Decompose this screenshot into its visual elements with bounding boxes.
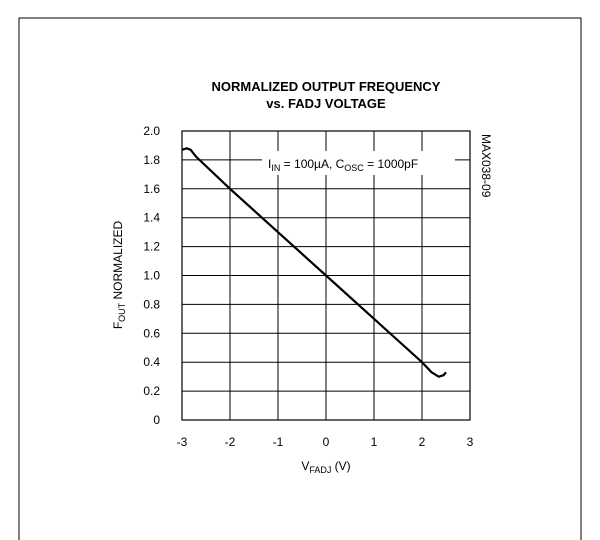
y-tick-label: 1.2 (143, 240, 160, 254)
y-tick-label: 2.0 (143, 124, 160, 138)
y-tick-label: 0.2 (143, 384, 160, 398)
y-tick-label: 0.4 (143, 355, 160, 369)
x-tick-label: 0 (323, 435, 330, 449)
x-tick-label: 3 (467, 435, 474, 449)
y-tick-label: 1.4 (143, 211, 160, 225)
y-tick-label: 1.0 (143, 269, 160, 283)
frame (18, 17, 582, 540)
chart-title: vs. FADJ VOLTAGE (266, 96, 386, 111)
y-tick-label: 0 (153, 413, 160, 427)
x-axis-label: VFADJ (V) (301, 459, 350, 475)
annotation-bg (262, 151, 455, 175)
x-tick-label: -1 (273, 435, 284, 449)
plot-border (181, 130, 471, 421)
y-tick-label: 0.6 (143, 326, 160, 340)
y-tick-label: 1.6 (143, 182, 160, 196)
chart-title: NORMALIZED OUTPUT FREQUENCY (212, 79, 441, 94)
data-line (181, 147, 447, 378)
x-tick-label: 1 (371, 435, 378, 449)
y-axis-label: FOUT NORMALIZED (111, 220, 127, 329)
annotation: IIN = 100µA, COSC = 1000pF (268, 157, 418, 173)
x-tick-label: -2 (225, 435, 236, 449)
y-tick-label: 0.8 (143, 297, 160, 311)
x-tick-label: -3 (177, 435, 188, 449)
x-tick-label: 2 (419, 435, 426, 449)
side-tag: MAX038-09 (479, 134, 493, 198)
y-tick-label: 1.8 (143, 153, 160, 167)
